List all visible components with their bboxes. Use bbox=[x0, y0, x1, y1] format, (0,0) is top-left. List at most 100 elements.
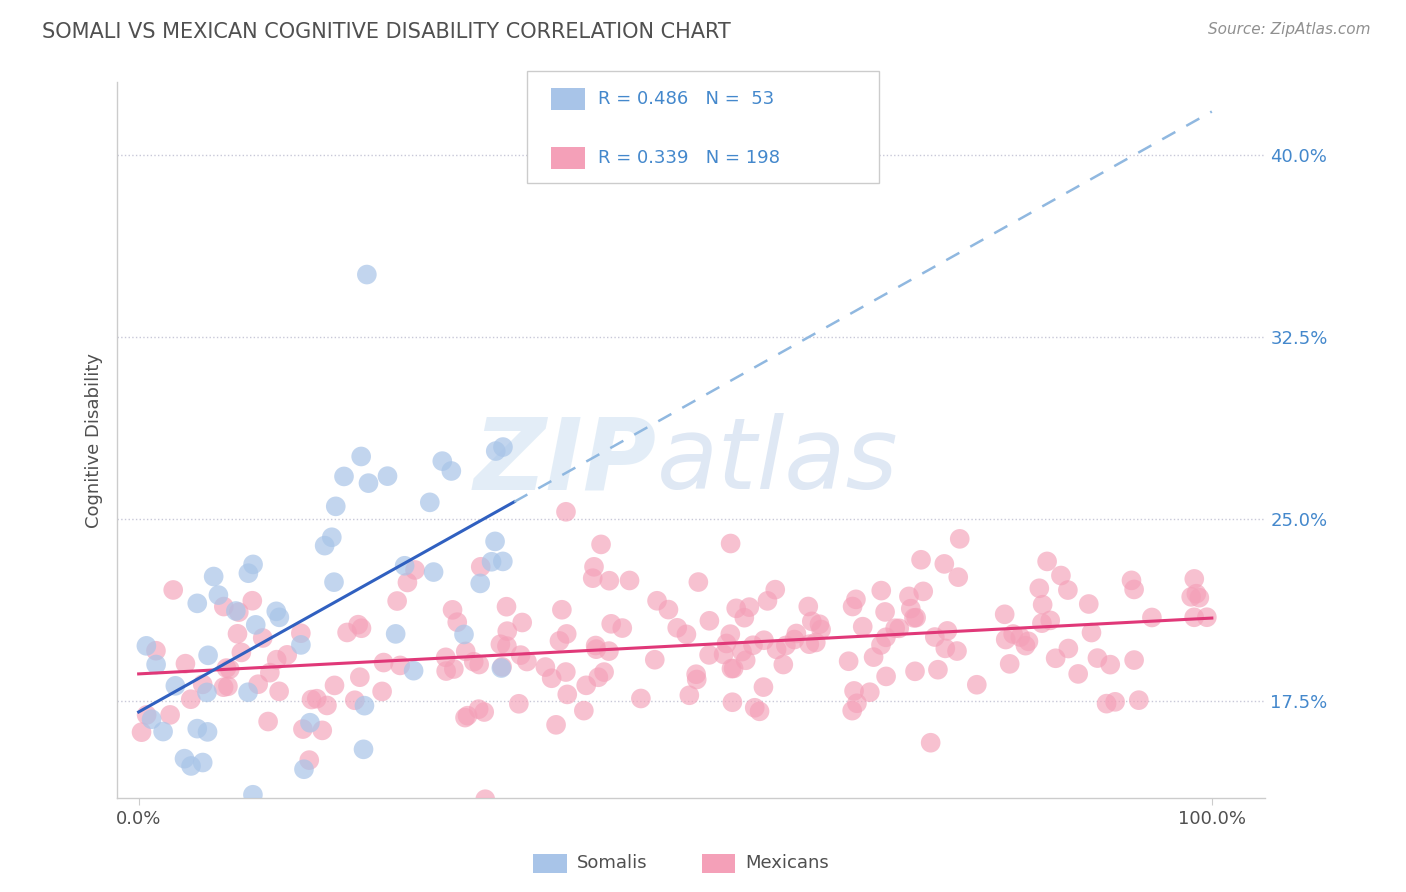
Point bbox=[924, 630, 946, 644]
Point bbox=[173, 752, 195, 766]
Point bbox=[797, 599, 820, 614]
Y-axis label: Cognitive Disability: Cognitive Disability bbox=[86, 352, 103, 527]
Point bbox=[555, 627, 578, 641]
Point bbox=[298, 753, 321, 767]
Point bbox=[432, 454, 454, 468]
Point bbox=[457, 708, 479, 723]
Point bbox=[247, 677, 270, 691]
Text: Source: ZipAtlas.com: Source: ZipAtlas.com bbox=[1208, 22, 1371, 37]
Point bbox=[186, 722, 208, 736]
Point bbox=[785, 626, 807, 640]
Point bbox=[396, 575, 419, 590]
Point bbox=[472, 705, 495, 719]
Point bbox=[1036, 554, 1059, 568]
Point bbox=[165, 679, 187, 693]
Point bbox=[228, 605, 250, 619]
Text: atlas: atlas bbox=[657, 413, 898, 510]
Point bbox=[484, 534, 506, 549]
Point bbox=[371, 684, 394, 698]
Point bbox=[347, 617, 370, 632]
Point bbox=[912, 584, 935, 599]
Point bbox=[731, 644, 754, 658]
Point bbox=[875, 630, 897, 644]
Point bbox=[884, 621, 907, 635]
Point bbox=[276, 648, 298, 662]
Point bbox=[619, 574, 641, 588]
Point bbox=[474, 792, 496, 806]
Point bbox=[1077, 597, 1099, 611]
Point bbox=[889, 621, 911, 635]
Point bbox=[1099, 657, 1122, 672]
Point bbox=[852, 620, 875, 634]
Point bbox=[259, 665, 281, 680]
Point bbox=[290, 638, 312, 652]
Point bbox=[516, 655, 538, 669]
Point bbox=[1032, 598, 1054, 612]
Point bbox=[630, 691, 652, 706]
Point bbox=[1014, 639, 1036, 653]
Point bbox=[742, 638, 765, 652]
Point bbox=[321, 530, 343, 544]
Point bbox=[585, 642, 607, 657]
Point bbox=[870, 638, 893, 652]
Point bbox=[575, 678, 598, 692]
Point bbox=[1045, 651, 1067, 665]
Point bbox=[845, 696, 868, 710]
Point bbox=[800, 615, 823, 629]
Point bbox=[612, 621, 634, 635]
Point bbox=[841, 599, 863, 614]
Point bbox=[191, 677, 214, 691]
Point bbox=[231, 645, 253, 659]
Point bbox=[838, 654, 860, 668]
Point bbox=[509, 648, 531, 662]
Point bbox=[540, 671, 562, 685]
Point bbox=[195, 685, 218, 699]
Point bbox=[496, 624, 519, 639]
Point bbox=[314, 539, 336, 553]
Point bbox=[998, 657, 1021, 671]
Point bbox=[920, 736, 942, 750]
Text: Mexicans: Mexicans bbox=[745, 855, 830, 872]
Point bbox=[716, 636, 738, 650]
Point bbox=[859, 685, 882, 699]
Point bbox=[1121, 574, 1143, 588]
Point bbox=[325, 500, 347, 514]
Point bbox=[463, 655, 485, 669]
Point bbox=[245, 618, 267, 632]
Point bbox=[903, 611, 925, 625]
Point bbox=[949, 532, 972, 546]
Point bbox=[1195, 610, 1218, 624]
Point bbox=[510, 615, 533, 630]
Point bbox=[1185, 587, 1208, 601]
Point bbox=[305, 691, 328, 706]
Point bbox=[402, 664, 425, 678]
Point bbox=[1031, 616, 1053, 631]
Point bbox=[548, 634, 571, 648]
Point bbox=[598, 644, 620, 658]
Point bbox=[845, 592, 868, 607]
Point bbox=[765, 642, 787, 657]
Point bbox=[508, 697, 530, 711]
Point bbox=[489, 637, 512, 651]
Point bbox=[799, 637, 821, 651]
Point bbox=[1182, 610, 1205, 624]
Point bbox=[350, 621, 373, 635]
Point bbox=[434, 664, 457, 678]
Point bbox=[752, 680, 775, 694]
Point bbox=[904, 665, 927, 679]
Point bbox=[453, 627, 475, 641]
Point bbox=[434, 650, 457, 665]
Point bbox=[598, 574, 620, 588]
Point bbox=[718, 627, 741, 641]
Point bbox=[290, 626, 312, 640]
Point bbox=[744, 700, 766, 714]
Point bbox=[948, 570, 970, 584]
Point bbox=[454, 644, 477, 658]
Point bbox=[927, 663, 949, 677]
Point bbox=[748, 704, 770, 718]
Point bbox=[440, 464, 463, 478]
Point bbox=[678, 688, 700, 702]
Point bbox=[936, 624, 959, 638]
Point bbox=[242, 558, 264, 572]
Point bbox=[841, 704, 863, 718]
